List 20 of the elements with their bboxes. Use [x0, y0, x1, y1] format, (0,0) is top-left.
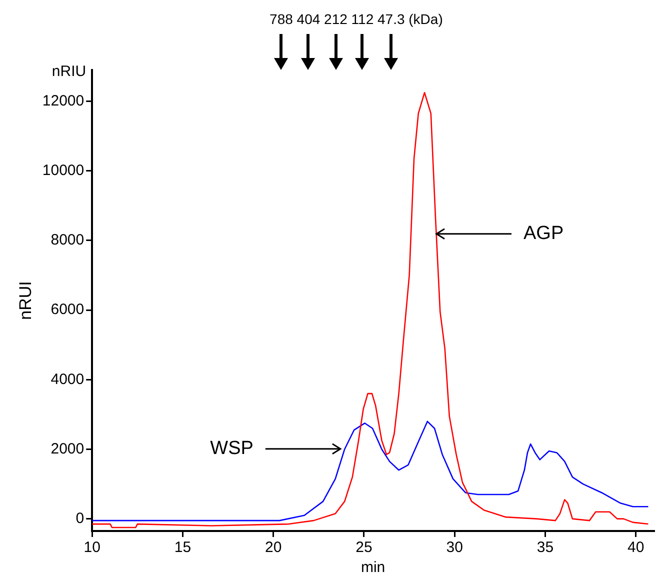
annotation: WSP — [210, 438, 254, 460]
y-tick-label: 4000 — [50, 370, 84, 388]
y-tick-label: 2000 — [50, 440, 84, 458]
x-tick-label: 40 — [628, 539, 644, 556]
x-tick-label: 25 — [356, 539, 372, 556]
text: nRIU — [52, 63, 86, 80]
x-tick-label: 30 — [446, 539, 463, 556]
x-tick-label: 15 — [174, 539, 192, 556]
x-axis-title: min — [360, 559, 386, 576]
y-tick-label: 10000 — [42, 162, 84, 180]
annotation: AGP — [523, 223, 564, 244]
y-tick-label: 6000 — [50, 301, 84, 318]
x-tick-label: 35 — [536, 539, 554, 556]
y-axis-title: nRUI — [16, 281, 35, 320]
x-tick-label: 20 — [265, 539, 282, 556]
x-tick-label: 10 — [84, 539, 100, 556]
y-tick-label: 0 — [76, 510, 84, 527]
y-tick-label: 12000 — [42, 92, 84, 110]
text: 788 404 212 112 47.3 (kDa) — [270, 10, 443, 27]
y-tick-label: 8000 — [50, 232, 84, 249]
